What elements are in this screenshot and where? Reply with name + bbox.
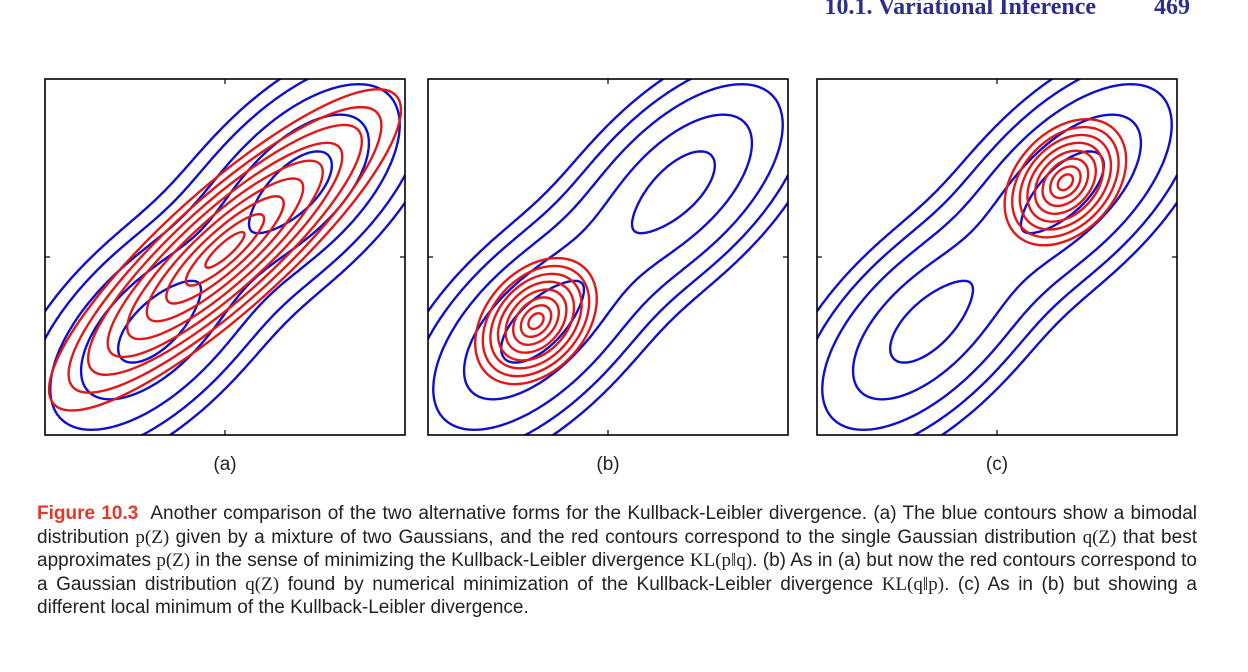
red-contour-8 xyxy=(474,256,598,386)
blue-contour-1 xyxy=(117,150,333,364)
blue-contour-1 xyxy=(500,150,716,364)
red-contour-2 xyxy=(1049,165,1082,200)
running-head: 10.1. Variational Inference 469 xyxy=(824,0,1190,21)
red-contour-6 xyxy=(1018,133,1113,231)
panel-label-a: (a) xyxy=(213,454,237,475)
red-contour-7 xyxy=(481,264,591,378)
blue-contour-4 xyxy=(817,79,1177,435)
blue-contour-5 xyxy=(45,79,405,435)
red-contour-1 xyxy=(527,311,545,331)
red-contour-3 xyxy=(165,195,285,305)
caption-segment: . (c) As in (b) but showing a different … xyxy=(37,573,1197,619)
caption-segment: given by a mixture of two Gaussians, and… xyxy=(169,526,1083,548)
red-contour-7 xyxy=(1011,125,1120,239)
blue-contour-3 xyxy=(49,83,401,431)
red-contour-2 xyxy=(519,304,553,339)
blue-contour-4 xyxy=(45,79,405,435)
red-contour-4 xyxy=(1033,149,1097,215)
blue-contour-2 xyxy=(851,113,1143,401)
panel-b xyxy=(427,78,789,436)
red-contour-5 xyxy=(496,280,576,362)
red-contour-6 xyxy=(489,272,583,370)
red-contour-4 xyxy=(504,288,568,354)
panel-label-c: (c) xyxy=(985,454,1009,475)
red-contour-9 xyxy=(47,88,403,412)
page-number: 469 xyxy=(1154,0,1190,20)
contour-plot-b xyxy=(427,78,789,436)
red-contour-7 xyxy=(86,123,364,376)
panel-label-b: (b) xyxy=(596,454,620,475)
plot-frame xyxy=(427,78,789,436)
red-contour-8 xyxy=(67,105,383,394)
red-contour-2 xyxy=(184,212,266,287)
figure-caption: Figure 10.3 Another comparison of the two… xyxy=(37,502,1197,620)
contour-plot-c xyxy=(816,78,1178,436)
red-contour-1 xyxy=(204,230,246,269)
blue-contour-3 xyxy=(432,83,784,431)
caption-math: q(Z) xyxy=(1082,526,1117,548)
caption-math: q(Z) xyxy=(245,573,280,595)
caption-segment: in the sense of minimizing the Kullback-… xyxy=(190,550,690,571)
red-contour-8 xyxy=(1003,117,1128,247)
caption-segment: that best approximates xyxy=(37,526,1197,572)
red-contour-5 xyxy=(126,159,324,341)
figure-label: Figure 10.3 xyxy=(37,503,139,524)
red-contour-6 xyxy=(106,141,344,359)
caption-segment: Another comparison of the two alternativ… xyxy=(37,503,1197,548)
plot-frame xyxy=(816,78,1178,436)
caption-math: p(Z) xyxy=(135,526,170,548)
blue-contour-4 xyxy=(428,79,788,435)
caption-math: p(Z) xyxy=(156,550,191,571)
caption-segment: . (b) As in (a) but now the red contours… xyxy=(37,550,1197,595)
red-contour-1 xyxy=(1056,173,1075,192)
contour-plot-a xyxy=(44,78,406,436)
caption-math: KL(p‖q) xyxy=(689,550,753,571)
red-contour-4 xyxy=(145,177,305,323)
blue-contour-5 xyxy=(428,79,788,435)
caption-text: Another comparison of the two alternativ… xyxy=(37,503,1197,618)
plot-frame xyxy=(44,78,406,436)
panel-c xyxy=(816,78,1178,436)
panel-a xyxy=(44,78,406,436)
caption-math: KL(q‖p) xyxy=(881,573,945,595)
red-contour-3 xyxy=(1041,157,1090,208)
red-contour-5 xyxy=(1026,141,1105,223)
section-title: 10.1. Variational Inference xyxy=(824,0,1096,20)
red-contour-3 xyxy=(512,296,560,346)
caption-segment: found by numerical minimization of the K… xyxy=(279,573,882,595)
blue-contour-5 xyxy=(817,79,1177,435)
blue-contour-3 xyxy=(821,83,1173,431)
